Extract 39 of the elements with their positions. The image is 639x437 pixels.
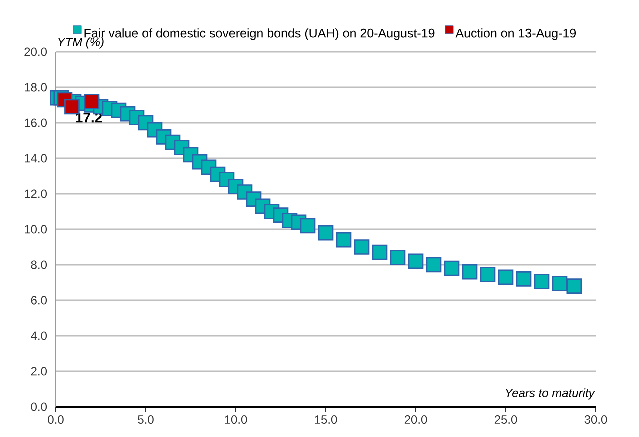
x-tick-label: 10.0 xyxy=(225,416,248,424)
x-tick-label: 5.0 xyxy=(138,416,154,424)
point xyxy=(480,267,496,282)
point xyxy=(498,270,514,286)
point xyxy=(354,240,370,255)
point xyxy=(552,276,568,292)
point xyxy=(462,264,478,280)
y-tick-label: 16.0 xyxy=(25,118,48,128)
point xyxy=(516,272,532,287)
point xyxy=(318,225,334,241)
y-tick-label: 18.0 xyxy=(25,83,48,92)
x-tick-label: 0.0 xyxy=(48,416,64,424)
point xyxy=(336,232,352,248)
y-tick-label: 12.0 xyxy=(25,190,48,198)
x-tick-label: 30.0 xyxy=(584,416,608,424)
point xyxy=(390,250,406,266)
legend-label: Auction on 13-Aug-19 xyxy=(456,28,576,40)
y-tick-label: 0.0 xyxy=(31,402,48,412)
point xyxy=(566,278,582,294)
point xyxy=(534,274,550,290)
y-tick-label: 14.0 xyxy=(25,154,48,163)
point xyxy=(372,244,388,260)
point xyxy=(84,94,100,110)
x-tick-label: 15.0 xyxy=(315,416,338,424)
point xyxy=(300,218,316,234)
y-tick-label: 10.0 xyxy=(25,225,48,234)
y-tick-label: 4.0 xyxy=(31,332,48,340)
y-tick-label: 2.0 xyxy=(31,367,48,376)
x-tick-label: 20.0 xyxy=(404,416,428,424)
y-tick-label: 8.0 xyxy=(31,260,48,270)
point xyxy=(426,257,442,273)
y-tick-label: 6.0 xyxy=(31,296,48,305)
x-axis-title: Years to maturity xyxy=(506,388,596,400)
y-axis-title: YTM (%) xyxy=(58,38,104,49)
point xyxy=(64,99,80,115)
x-tick-label: 25.0 xyxy=(494,416,518,424)
point xyxy=(444,260,460,276)
point xyxy=(408,254,424,270)
y-tick-label: 20.0 xyxy=(24,48,48,56)
